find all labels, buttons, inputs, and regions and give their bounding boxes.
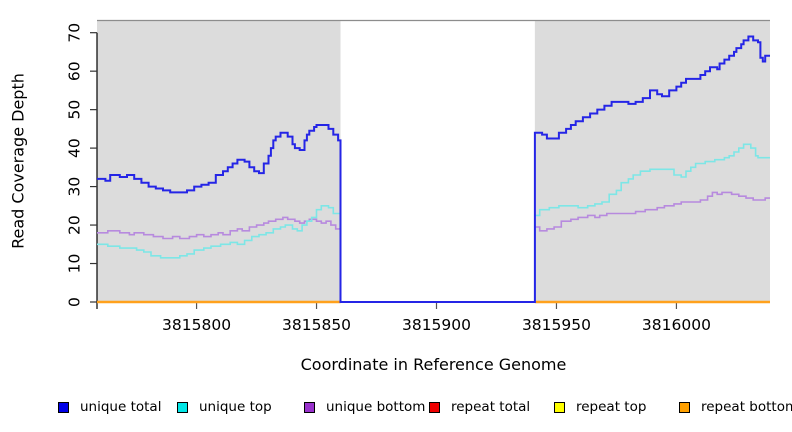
x-tick-label: 3815850 xyxy=(282,316,351,334)
legend-item-repeat-top: repeat top xyxy=(554,399,646,415)
legend-item-repeat-bottom: repeat bottom xyxy=(679,399,792,415)
y-axis-title: Read Coverage Depth xyxy=(8,73,28,249)
y-tick-label: 50 xyxy=(65,100,83,120)
legend-label: unique top xyxy=(199,399,272,415)
legend-label: unique bottom xyxy=(326,399,426,415)
legend-swatch-repeat-total xyxy=(429,401,440,413)
legend-label: repeat top xyxy=(576,399,647,415)
legend-item-unique-bottom: unique bottom xyxy=(304,399,425,415)
legend-item-repeat-total: repeat total xyxy=(429,399,530,415)
legend-swatch-unique-bottom xyxy=(304,401,315,413)
gap-region xyxy=(340,21,535,302)
x-axis-title: Coordinate in Reference Genome xyxy=(300,355,567,374)
legend-item-unique-top: unique top xyxy=(177,399,272,415)
y-tick-label: 30 xyxy=(65,177,83,197)
x-tick-label: 3815900 xyxy=(402,316,471,334)
legend-swatch-unique-top xyxy=(177,401,188,413)
y-tick-label: 0 xyxy=(65,297,83,307)
x-tick-label: 3815800 xyxy=(162,316,231,334)
series-line-unique-bottom xyxy=(97,191,770,303)
legend-swatch-unique-total xyxy=(58,401,69,413)
legend-swatch-repeat-bottom xyxy=(679,401,690,413)
x-tick-label: 3816000 xyxy=(642,316,711,334)
y-tick-label: 70 xyxy=(65,23,83,43)
x-tick-label: 3815950 xyxy=(522,316,591,334)
y-tick-label: 40 xyxy=(65,138,83,158)
series-line-unique-total xyxy=(97,35,770,303)
y-tick-label: 60 xyxy=(65,61,83,81)
y-tick-label: 10 xyxy=(65,254,83,274)
legend: unique total unique top unique bottom re… xyxy=(0,399,792,419)
legend-label: unique total xyxy=(80,399,162,415)
legend-swatch-repeat-top xyxy=(554,401,565,413)
y-tick-label: 20 xyxy=(65,215,83,235)
legend-label: repeat total xyxy=(451,399,531,415)
legend-item-unique-total: unique total xyxy=(58,399,161,415)
legend-label: repeat bottom xyxy=(701,399,792,415)
